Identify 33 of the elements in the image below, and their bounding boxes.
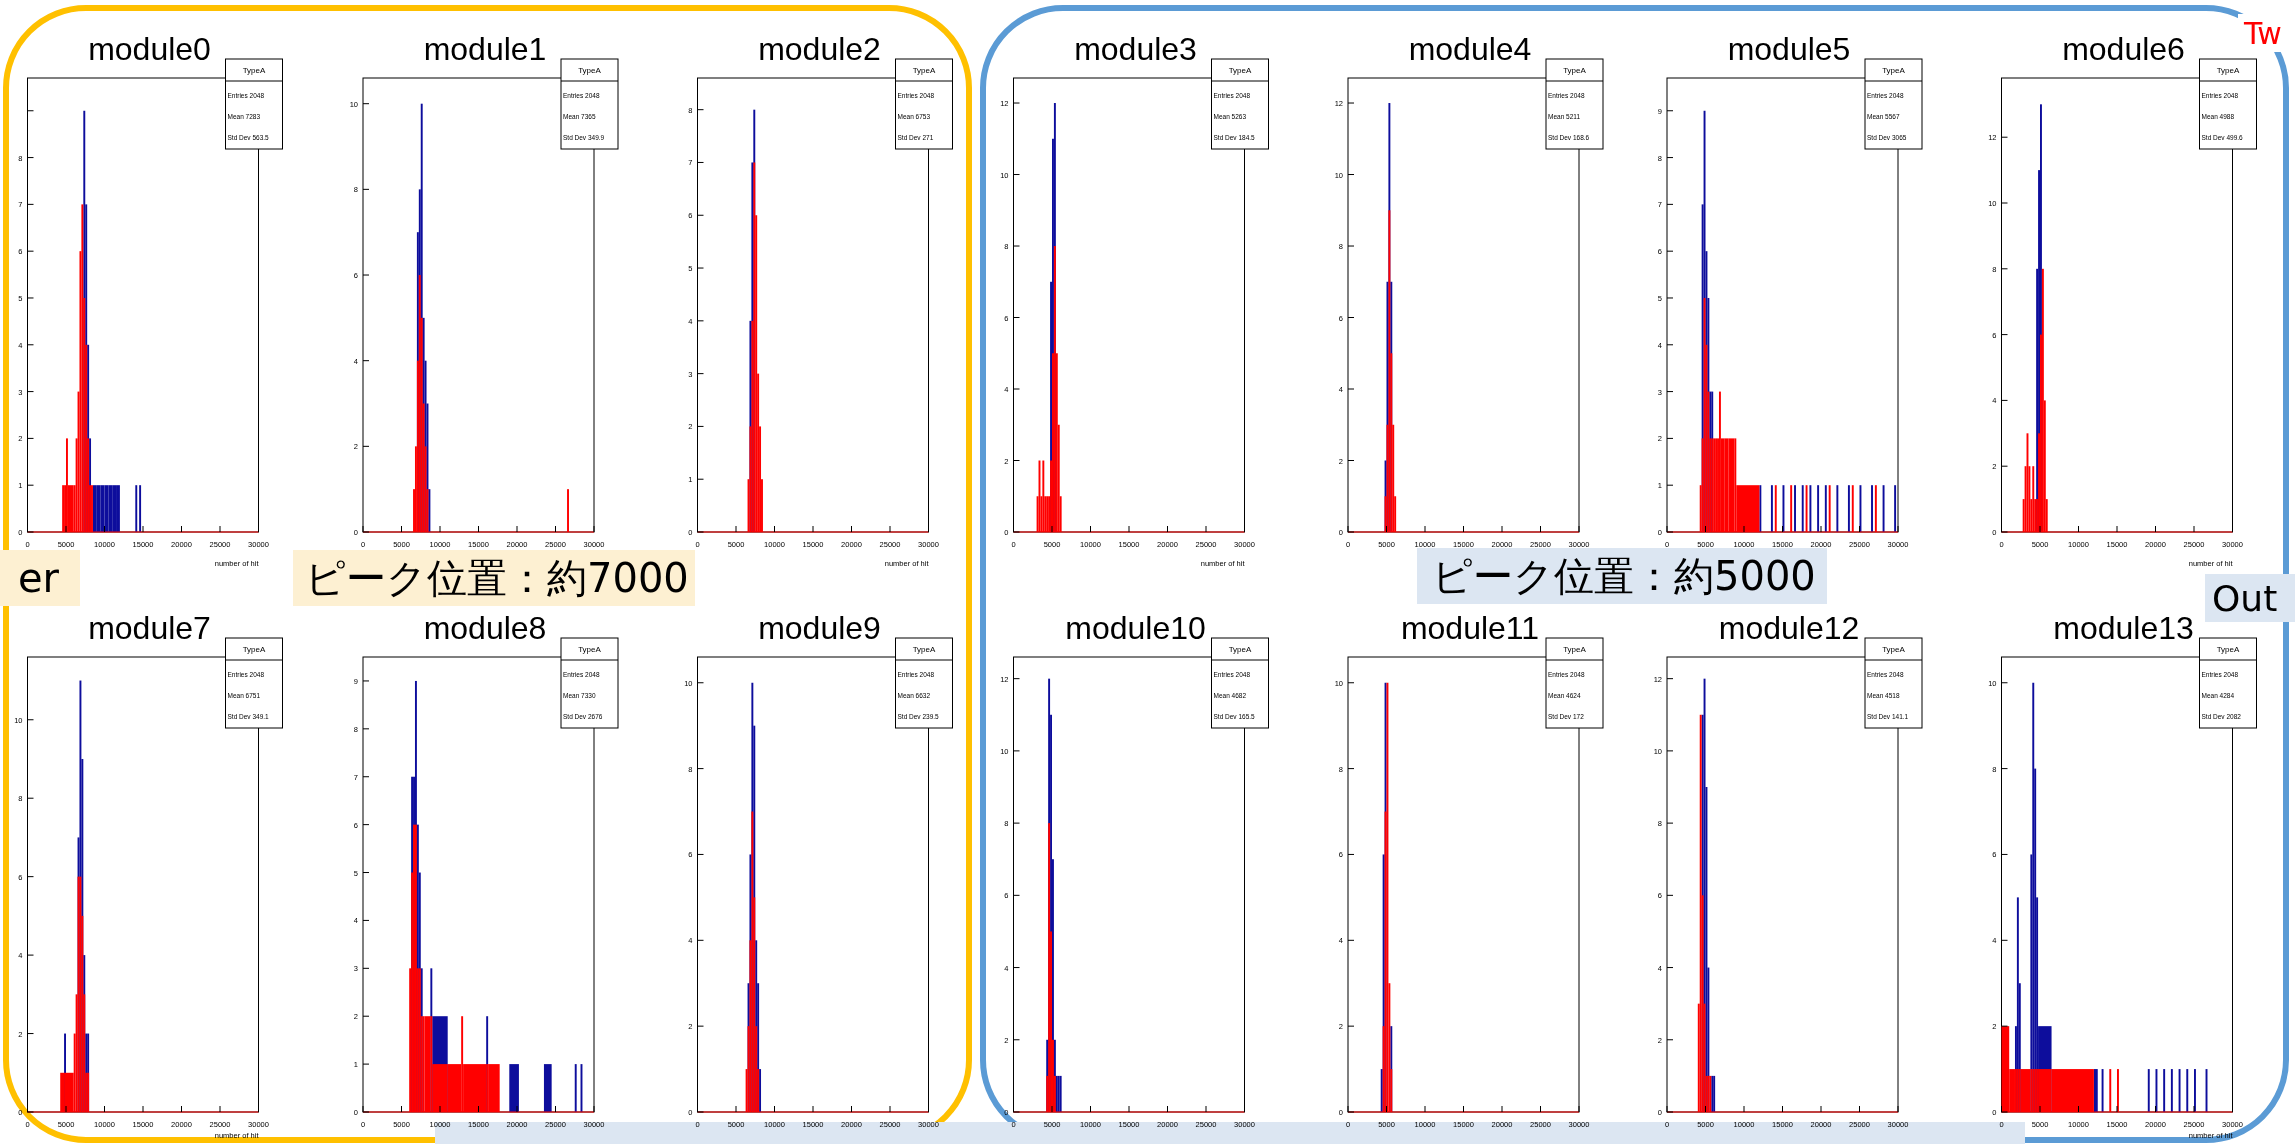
text: TypeA [1228,645,1252,654]
chart-title: module1 [423,31,547,67]
text: Tw [2243,16,2282,51]
text: TypeA [578,645,602,654]
chart-title: module3 [1074,31,1197,67]
chart-title: module7 [88,610,211,646]
text: TypeA [1563,645,1587,654]
text: TypeA [2216,645,2240,654]
chart-title: module10 [1065,610,1206,646]
text: TypeA [2216,66,2240,75]
chart-title: module13 [2053,610,2194,646]
text: TypeA [1882,645,1906,654]
text: ピーク位置：約7000 [305,555,689,601]
text: ピーク位置：約5000 [1432,553,1816,599]
text: TypeA [1563,66,1587,75]
text: TypeA [1882,66,1906,75]
text: TypeA [912,645,936,654]
text: er [18,555,60,601]
text: TypeA [912,66,936,75]
chart-title: module5 [1727,31,1851,67]
chart-title: module8 [423,610,547,646]
text: TypeA [242,645,266,654]
chart-title: module12 [1718,610,1860,646]
text: Out [2212,578,2278,619]
chart-title: module6 [2062,31,2185,67]
text: TypeA [578,66,602,75]
chart-title: module2 [758,31,881,67]
chart-title: module9 [758,610,881,646]
chart-title: module4 [1408,31,1532,67]
chart-title: module11 [1400,610,1540,646]
text: TypeA [1228,66,1252,75]
chart-title: module0 [88,31,211,67]
text: TypeA [242,66,266,75]
